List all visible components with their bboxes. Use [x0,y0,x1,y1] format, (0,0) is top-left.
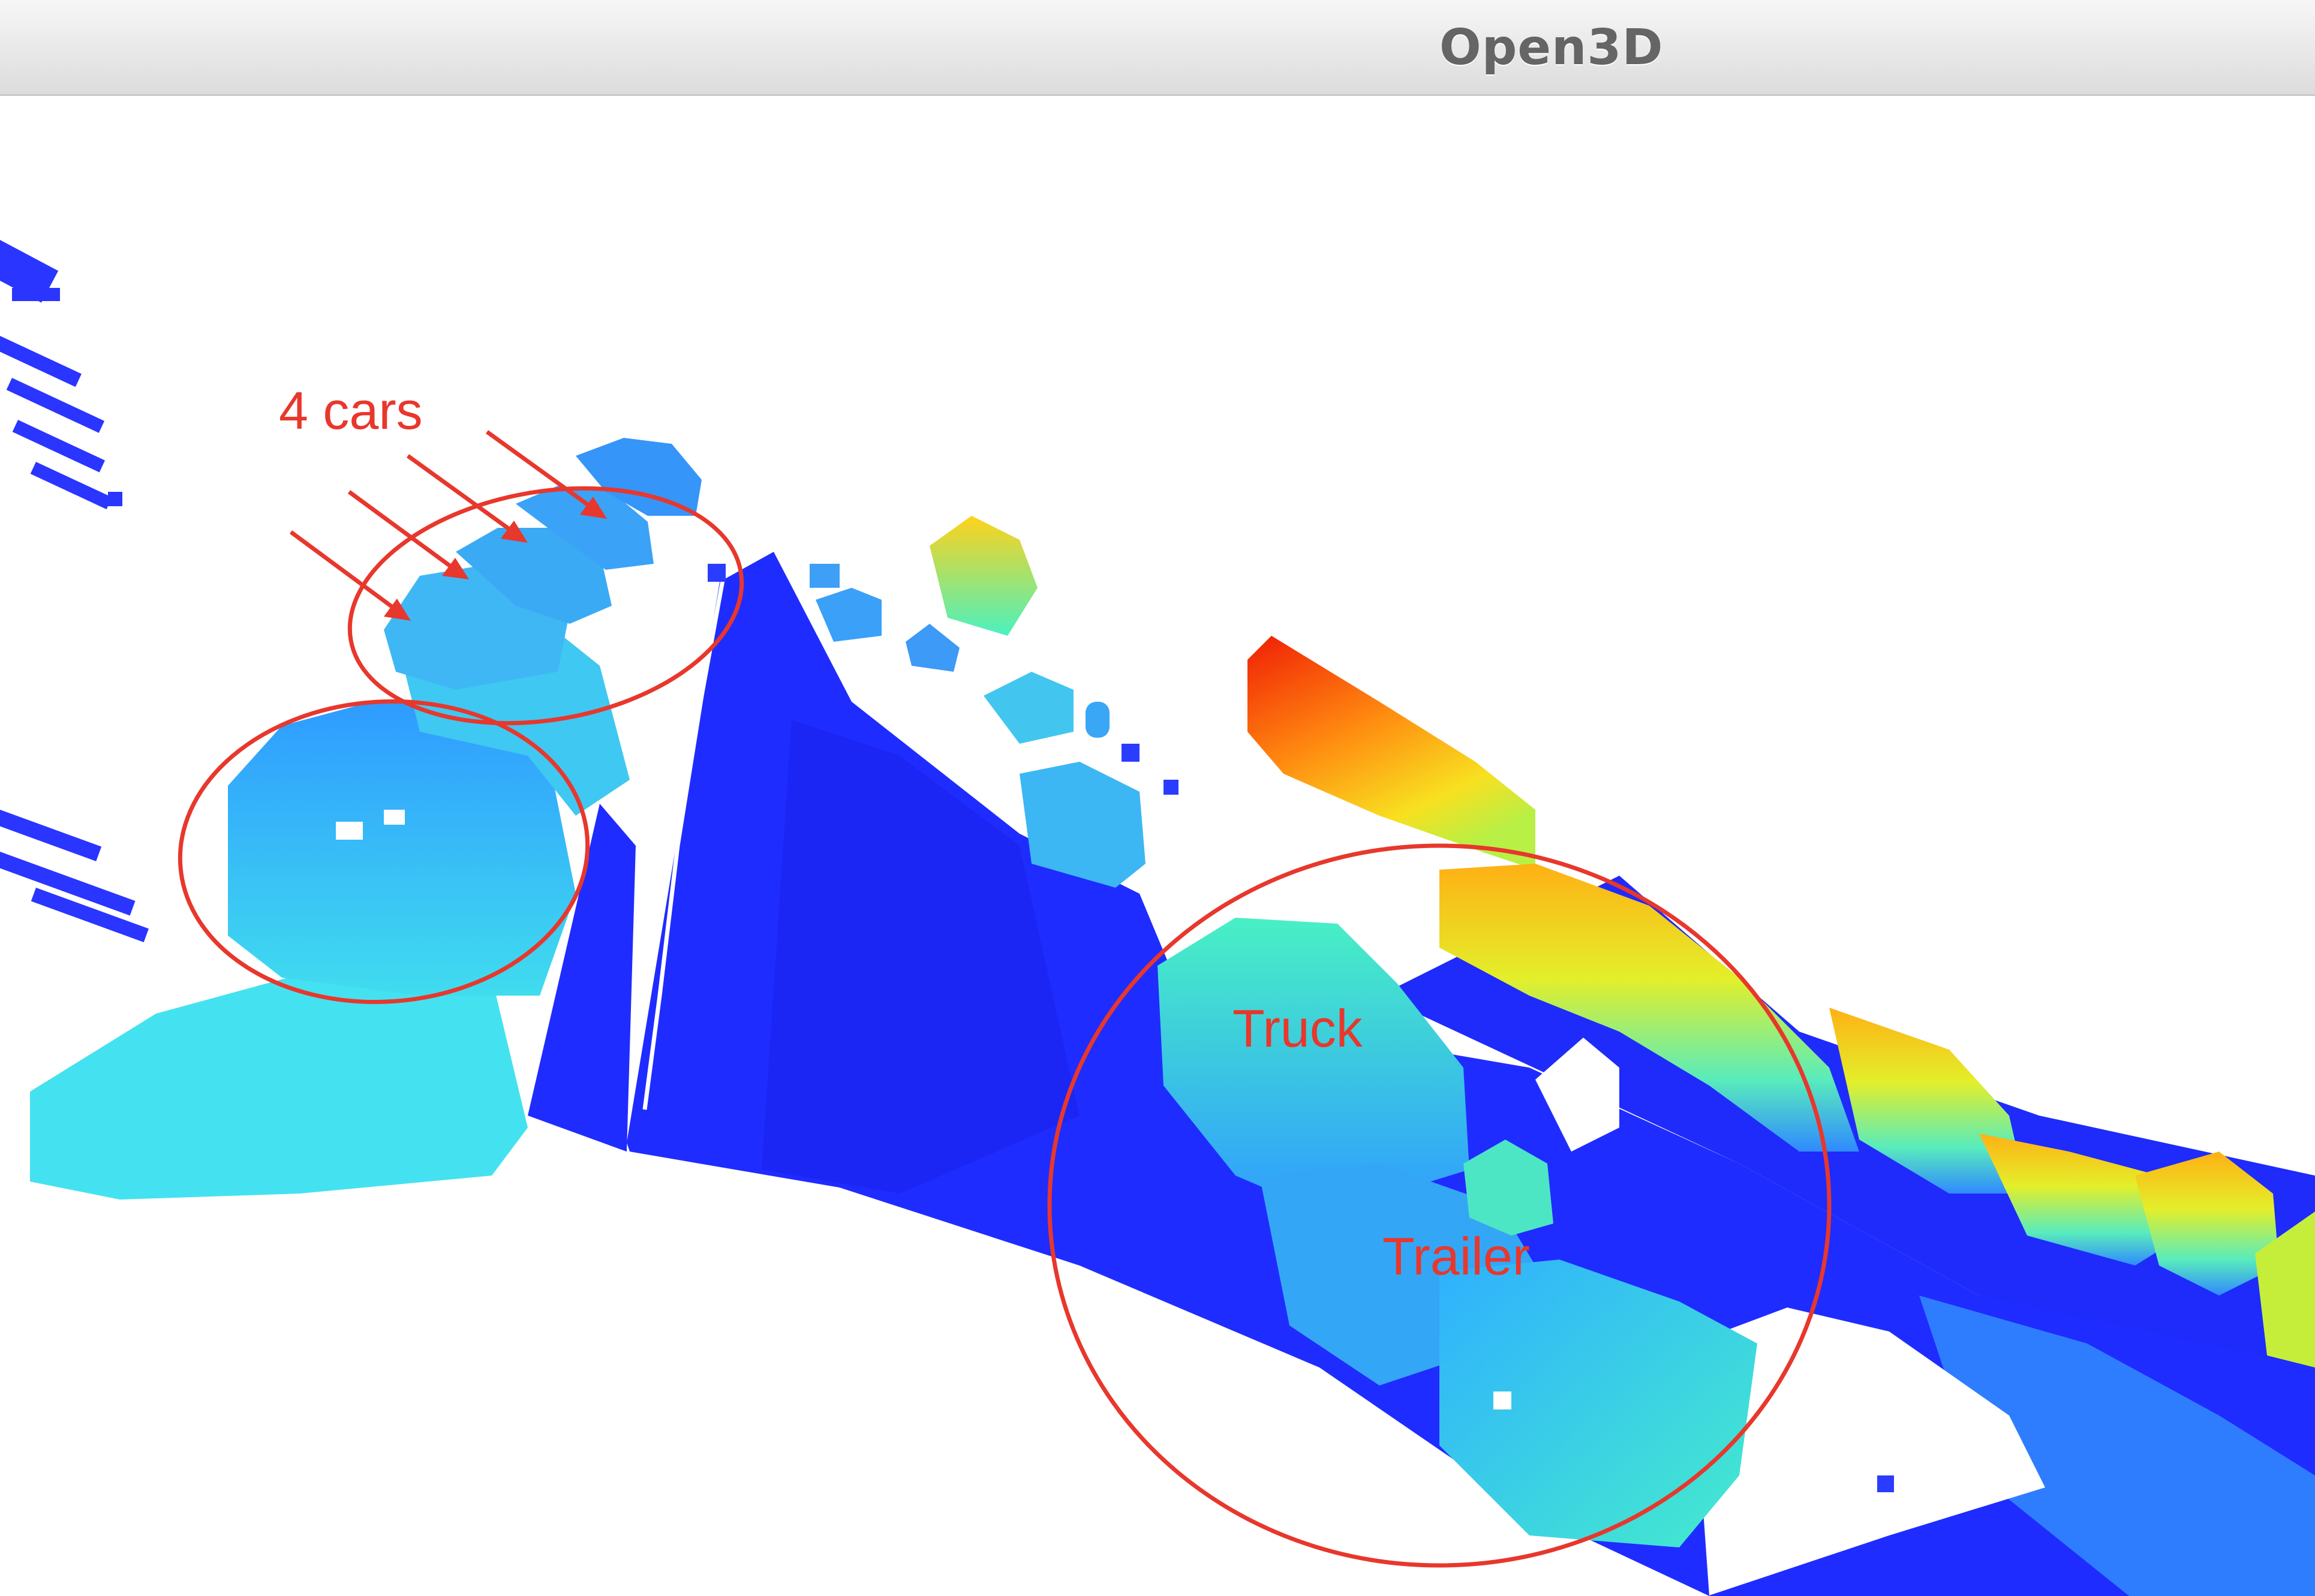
red-arrow-icon [289,530,411,621]
right-structures [1439,864,2315,1596]
left-blue-scatter [0,240,149,942]
four-cars-ellipse [347,486,744,726]
four-cars-row [384,438,726,690]
elevated-hot-structure [1247,636,1535,870]
window-title: Open3D [1439,19,1664,76]
annotations [178,486,1832,1568]
red-arrow-icon [406,454,528,543]
far-vehicles [810,516,1178,888]
point-cloud-viewport[interactable]: 4 cars Truck Trailer [0,96,2315,1596]
trailer-label: Trailer [1382,1227,1530,1286]
red-arrow-icon [485,430,607,519]
truck-trailer-ellipse [1047,843,1832,1568]
point-cloud-canvas[interactable]: 4 cars Truck Trailer [0,96,2315,1596]
truck-label: Truck [1232,999,1363,1058]
arrows [289,430,607,621]
truck-and-trailer [1158,918,1757,1547]
cars-label: 4 cars [279,381,423,440]
title-bar[interactable]: Open3D [0,0,2315,96]
near-cars-ellipse [178,699,590,1005]
red-arrow-icon [347,490,469,579]
